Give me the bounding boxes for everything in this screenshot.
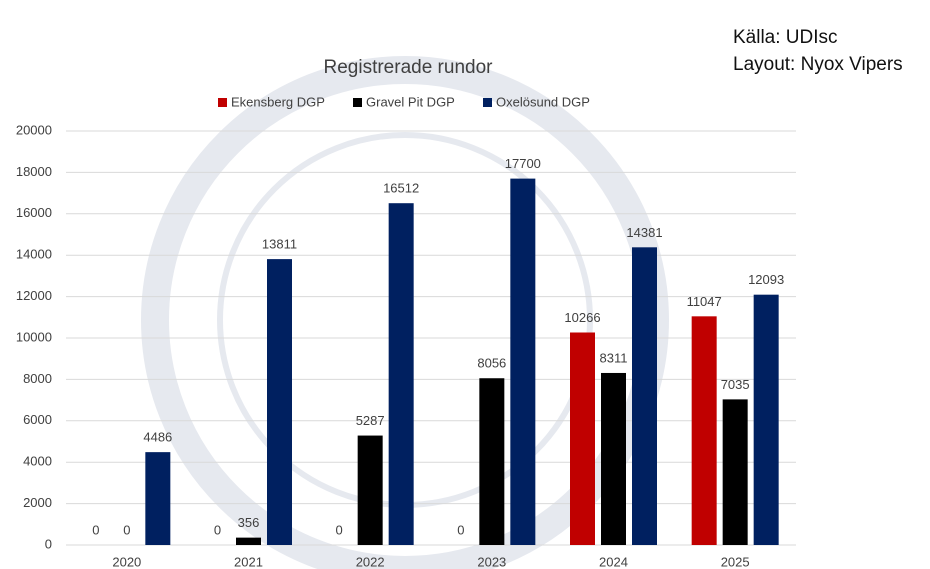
y-tick-label: 12000	[16, 288, 52, 303]
y-tick-label: 20000	[16, 122, 52, 137]
y-tick-label: 14000	[16, 247, 52, 262]
x-tick-label: 2021	[234, 554, 263, 569]
data-label: 16512	[383, 181, 419, 196]
data-label: 0	[336, 522, 343, 537]
source-note: Källa: UDIsc	[733, 27, 838, 48]
data-label: 4486	[143, 430, 172, 445]
bar	[722, 399, 748, 545]
data-label: 8056	[477, 356, 506, 371]
x-tick-label: 2024	[599, 554, 628, 569]
data-label: 14381	[626, 225, 662, 240]
data-label: 13811	[262, 237, 297, 252]
bar	[145, 452, 171, 545]
y-tick-label: 4000	[23, 454, 52, 469]
data-label: 8311	[600, 350, 628, 365]
data-label: 12093	[748, 272, 784, 287]
legend-label: Gravel Pit DGP	[366, 94, 455, 109]
x-tick-label: 2022	[356, 554, 385, 569]
legend-swatch	[218, 98, 227, 107]
data-label: 0	[214, 522, 221, 537]
y-tick-label: 2000	[23, 495, 52, 510]
data-label: 7035	[721, 377, 750, 392]
y-tick-label: 16000	[16, 205, 52, 220]
y-tick-label: 0	[45, 536, 52, 551]
y-tick-label: 18000	[16, 164, 52, 179]
y-tick-label: 10000	[16, 329, 52, 344]
data-label: 10266	[564, 310, 600, 325]
y-tick-label: 6000	[23, 412, 52, 427]
legend-label: Oxelösund DGP	[496, 94, 590, 109]
data-label: 0	[92, 522, 99, 537]
data-label: 0	[123, 522, 130, 537]
bar	[601, 372, 626, 545]
x-tick-label: 2025	[721, 554, 750, 569]
bar	[510, 178, 536, 546]
x-tick-label: 2023	[477, 554, 506, 569]
data-label: 5287	[356, 413, 385, 428]
bar	[570, 332, 595, 545]
legend-swatch	[483, 98, 492, 107]
y-tick-label: 8000	[23, 371, 52, 386]
legend-swatch	[353, 98, 362, 107]
bar	[632, 247, 657, 545]
bar	[753, 294, 779, 545]
chart-title: Registrerade rundor	[324, 57, 494, 78]
bar	[691, 316, 717, 545]
bar	[236, 537, 261, 545]
data-label: 11047	[687, 294, 722, 309]
source-note: Layout: Nyox Vipers	[733, 54, 903, 75]
data-label: 356	[238, 515, 260, 530]
bar	[388, 203, 414, 545]
x-tick-label: 2020	[112, 554, 141, 569]
data-label: 0	[457, 522, 464, 537]
legend-label: Ekensberg DGP	[231, 94, 325, 109]
bar	[357, 435, 383, 545]
bar	[479, 378, 505, 545]
data-label: 17700	[505, 156, 541, 171]
bar	[267, 259, 292, 545]
